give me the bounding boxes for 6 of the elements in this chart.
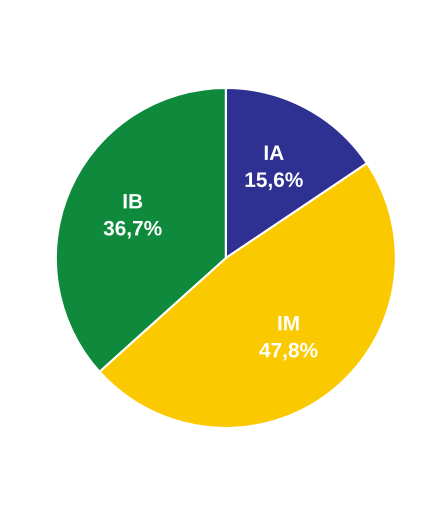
- data-label: 15,6%: [246, 172, 303, 190]
- data-label: 36,7%: [104, 220, 162, 239]
- data-label: 47,8%: [259, 342, 318, 361]
- slice-label: IM: [278, 316, 299, 330]
- slice-label: IB: [124, 194, 142, 208]
- slice-label: IA: [264, 146, 284, 160]
